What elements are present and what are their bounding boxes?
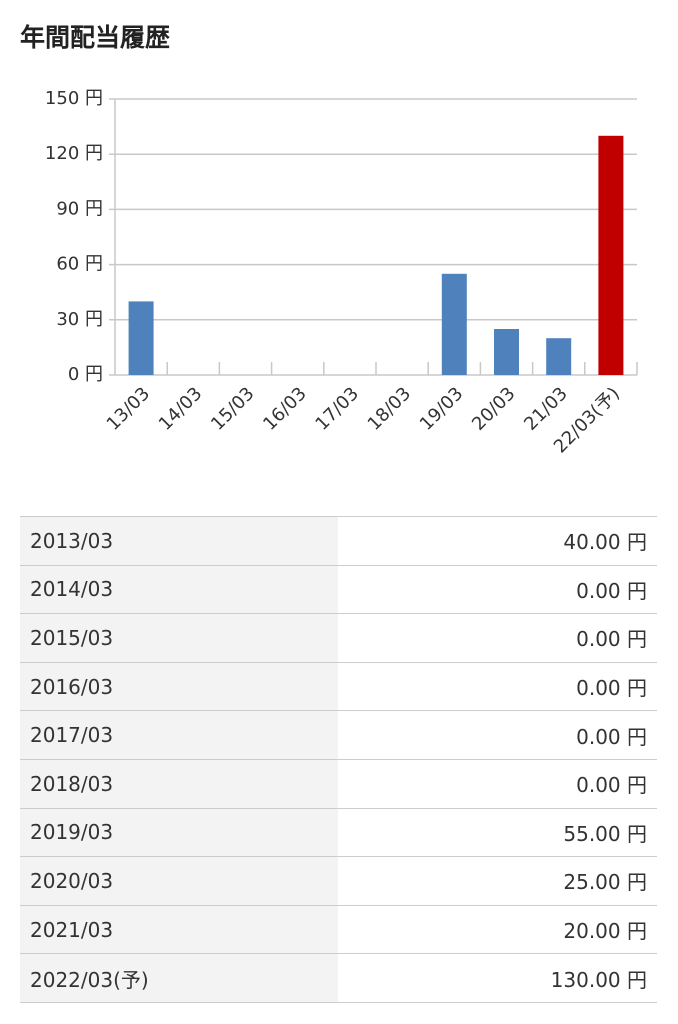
dividend-cell: 0.00 円 (338, 564, 657, 615)
x-tick-label: 20/03 (468, 383, 520, 435)
period-cell: 2017/03 (20, 710, 338, 760)
period-cell: 2021/03 (20, 904, 338, 955)
page-title: 年間配当履歴 (20, 23, 171, 52)
dividend-cell: 0.00 円 (338, 758, 657, 809)
period-cell: 2020/03 (20, 856, 338, 906)
dividend-cell: 0.00 円 (338, 710, 657, 760)
table-row: 2020/03 25.00 円 (20, 856, 657, 906)
x-tick-label: 17/03 (311, 383, 363, 435)
table-row: 2014/03 0.00 円 (20, 564, 657, 615)
period-cell: 2015/03 (20, 613, 338, 663)
period-cell: 2014/03 (20, 564, 338, 615)
x-tick-label: 16/03 (259, 383, 311, 435)
dividend-cell: 0.00 円 (338, 613, 657, 663)
x-tick-label: 19/03 (416, 383, 468, 435)
dividend-cell: 20.00 円 (338, 904, 657, 955)
dividend-cell: 40.00 円 (338, 516, 657, 566)
table-row: 2015/03 0.00 円 (20, 613, 657, 663)
x-tick-label: 15/03 (207, 383, 259, 435)
dividend-cell: 130.00 円 (338, 953, 657, 1003)
dividend-cell: 25.00 円 (338, 856, 657, 906)
table-row: 2017/03 0.00 円 (20, 710, 657, 760)
x-tick-label: 18/03 (364, 383, 416, 435)
y-tick-label: 120 円 (45, 143, 103, 164)
bar (128, 301, 154, 375)
dividend-cell: 55.00 円 (338, 807, 657, 858)
y-tick-label: 30 円 (56, 309, 103, 330)
x-tick-label: 13/03 (103, 383, 155, 435)
y-tick-label: 90 円 (56, 198, 103, 219)
period-cell: 2016/03 (20, 661, 338, 712)
x-tick-label: 14/03 (155, 383, 207, 435)
dividend-table: 2013/03 40.00 円 2014/03 0.00 円 2015/03 0.00 円… (20, 516, 657, 1003)
table-row: 2018/03 0.00 円 (20, 758, 657, 809)
y-tick-label: 0 円 (68, 364, 103, 385)
table-row: 2016/03 0.00 円 (20, 661, 657, 712)
y-tick-label: 150 円 (45, 88, 103, 109)
period-cell: 2022/03(予) (20, 953, 338, 1003)
bar (546, 338, 572, 375)
chart: 0 円 30 円 60 円 90 円 120 円 150 円 13/03 14/03 15/03… (45, 88, 638, 457)
bar (494, 329, 519, 375)
table-row: 2022/03(予) 130.00 円 (20, 953, 657, 1003)
y-tick-label: 60 円 (56, 254, 103, 275)
period-cell: 2018/03 (20, 758, 338, 809)
dividend-cell: 0.00 円 (338, 661, 657, 712)
table-row: 2013/03 40.00 円 (20, 516, 657, 566)
bar (441, 273, 467, 375)
period-cell: 2013/03 (20, 516, 338, 566)
table-row: 2021/03 20.00 円 (20, 904, 657, 955)
period-cell: 2019/03 (20, 807, 338, 858)
table-row: 2019/03 55.00 円 (20, 807, 657, 858)
bar (598, 135, 624, 375)
